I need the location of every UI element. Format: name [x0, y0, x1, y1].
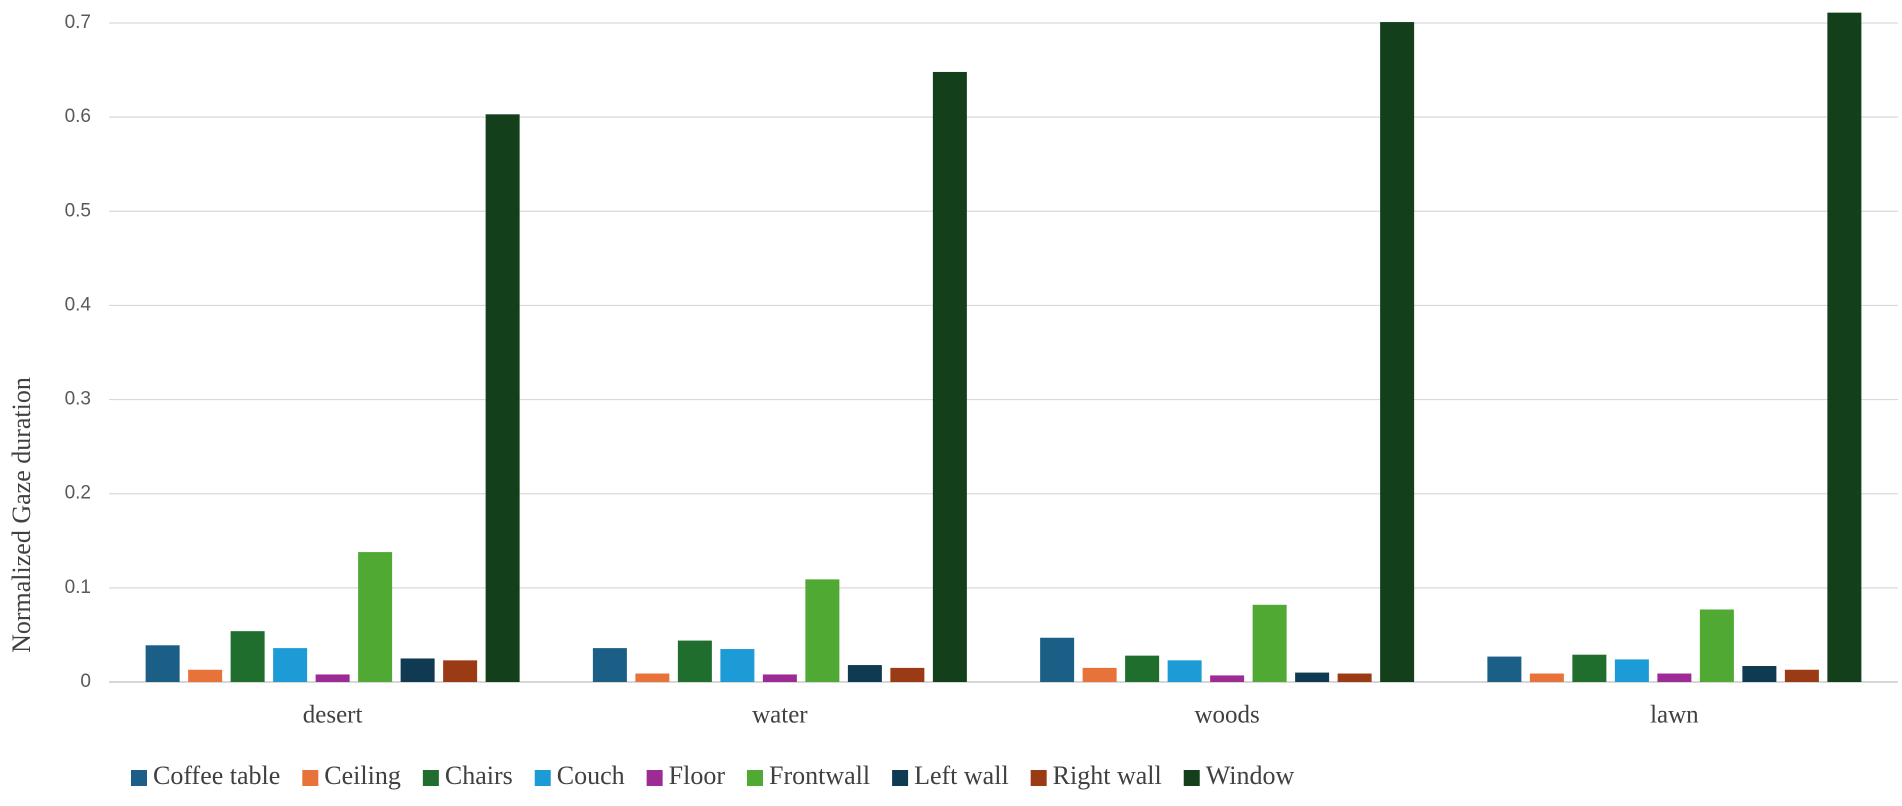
- legend-label: Chairs: [445, 761, 513, 790]
- bar: [1614, 659, 1649, 682]
- bar: [1167, 660, 1202, 682]
- bar: [932, 71, 967, 682]
- x-tick-label: lawn: [1650, 702, 1699, 729]
- legend-swatch: [646, 770, 663, 786]
- legend-label: Right wall: [1053, 761, 1162, 790]
- bar: [890, 667, 925, 682]
- bar: [230, 631, 265, 682]
- bar: [485, 114, 520, 682]
- legend-swatch: [1030, 770, 1047, 786]
- bar: [1784, 669, 1819, 682]
- bar: [635, 673, 670, 682]
- y-axis-label: Normalized Gaze duration: [7, 377, 36, 653]
- bar: [1827, 12, 1862, 682]
- legend-label: Couch: [557, 761, 625, 790]
- legend-swatch: [534, 770, 551, 786]
- bar: [443, 660, 478, 682]
- bar: [400, 658, 435, 682]
- bar: [1657, 673, 1692, 682]
- bar: [1252, 604, 1287, 682]
- legend-label: Window: [1206, 761, 1295, 790]
- bar: [145, 645, 180, 682]
- bar: [1487, 656, 1522, 682]
- bar: [315, 674, 350, 682]
- bar: [188, 669, 223, 682]
- bar: [1295, 672, 1330, 682]
- bar: [1337, 673, 1372, 682]
- y-tick-label: 0.7: [65, 12, 91, 33]
- bar: [805, 579, 840, 682]
- legend-swatch: [302, 770, 319, 786]
- y-tick-label: 0.1: [65, 577, 91, 598]
- legend-label: Coffee table: [153, 761, 280, 790]
- legend-swatch: [892, 770, 909, 786]
- bar: [1380, 22, 1415, 682]
- y-tick-label: 0.4: [65, 294, 92, 315]
- bar: [1082, 667, 1117, 682]
- bar: [720, 649, 755, 682]
- bar: [273, 648, 308, 682]
- bar: [1125, 655, 1160, 682]
- legend-swatch: [131, 770, 147, 786]
- bar: [1742, 665, 1777, 682]
- x-tick-label: desert: [303, 702, 363, 729]
- x-tick-label: woods: [1194, 702, 1259, 729]
- bar: [358, 552, 393, 682]
- y-tick-label: 0.6: [65, 106, 91, 127]
- bar: [847, 665, 882, 682]
- legend-label: Left wall: [914, 761, 1009, 790]
- legend-label: Ceiling: [324, 761, 401, 790]
- legend-swatch: [422, 770, 439, 786]
- legend-swatch: [746, 770, 763, 786]
- bar: [762, 674, 797, 682]
- legend-label: Frontwall: [769, 761, 870, 790]
- bar: [1572, 654, 1607, 682]
- bar: [1699, 609, 1734, 682]
- bar: [1210, 675, 1245, 682]
- bar: [592, 648, 627, 682]
- bar: [1040, 637, 1075, 682]
- x-tick-label: water: [752, 702, 808, 729]
- bar: [677, 640, 712, 682]
- legend-swatch: [1183, 770, 1200, 786]
- y-tick-label: 0.3: [65, 389, 91, 410]
- bar: [1529, 673, 1564, 682]
- y-tick-label: 0.2: [65, 483, 91, 504]
- legend-label: Floor: [669, 761, 726, 790]
- y-tick-label: 0.5: [65, 200, 91, 221]
- y-tick-label: 0: [80, 671, 91, 692]
